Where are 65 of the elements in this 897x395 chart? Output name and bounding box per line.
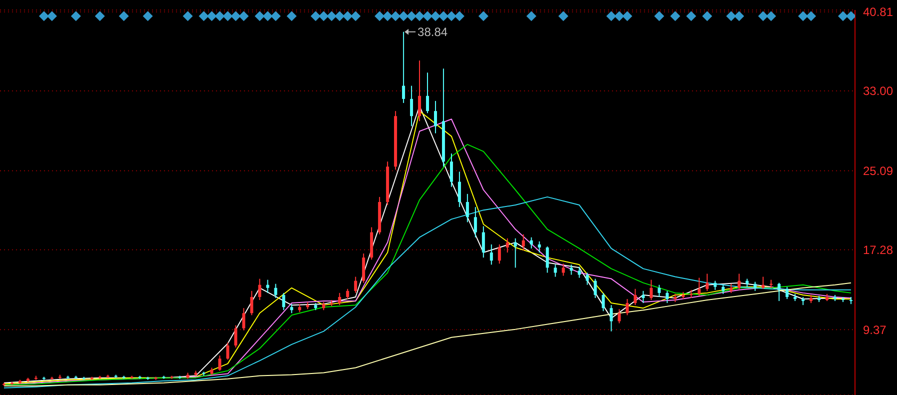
candlestick xyxy=(650,279,653,301)
candlestick xyxy=(514,238,517,268)
y-tick-label: 40.81 xyxy=(863,5,894,20)
candlestick xyxy=(714,280,717,290)
candlestick xyxy=(282,292,286,311)
candlestick xyxy=(466,193,469,223)
line-series xyxy=(3,282,852,386)
candlestick xyxy=(506,238,509,254)
y-tick-label: 9.37 xyxy=(863,322,887,337)
candlestick xyxy=(626,298,629,316)
candlestick xyxy=(562,263,565,276)
y-tick-label: 25.09 xyxy=(863,164,894,178)
candlestick xyxy=(554,264,557,278)
candlestick xyxy=(490,244,493,266)
y-tick-label: 33.00 xyxy=(863,84,894,98)
candlestick xyxy=(354,276,358,294)
candlestick xyxy=(426,72,429,114)
candlestick xyxy=(642,290,645,304)
candlestick xyxy=(450,152,453,188)
candlestick xyxy=(522,234,525,251)
candlestick xyxy=(338,292,342,306)
candlestick xyxy=(618,308,621,324)
candlestick xyxy=(578,266,581,278)
candlestick xyxy=(434,100,437,134)
candlestick xyxy=(482,226,485,258)
candlestick xyxy=(634,288,637,306)
candlestick xyxy=(218,355,222,372)
candlestick xyxy=(226,342,230,360)
line-series xyxy=(3,196,852,388)
candlestick xyxy=(754,281,757,292)
candlestick xyxy=(666,290,669,304)
candlestick xyxy=(498,244,501,264)
candlestick xyxy=(258,278,262,301)
candlestick xyxy=(730,283,733,294)
candlestick xyxy=(418,60,422,122)
candlestick xyxy=(458,171,461,208)
candlestick xyxy=(474,206,477,238)
candlestick xyxy=(362,253,366,284)
candlestick xyxy=(658,284,661,298)
candlestick xyxy=(610,304,613,332)
y-tick-label: 17.28 xyxy=(863,242,894,257)
candlestick xyxy=(530,236,533,249)
candlestick xyxy=(594,278,597,298)
candlestick xyxy=(778,282,781,302)
candlestick xyxy=(722,284,725,294)
candlestick xyxy=(762,276,765,290)
candlestick xyxy=(602,292,605,312)
candlestick xyxy=(786,286,789,300)
candlestick xyxy=(410,85,414,127)
candlestick xyxy=(274,283,278,298)
candlestick xyxy=(586,272,589,286)
candlestick xyxy=(402,31,406,104)
candlestick xyxy=(266,279,270,294)
candlestick xyxy=(290,304,294,314)
candlestick xyxy=(250,290,254,316)
candlestick xyxy=(698,277,701,296)
candlestick xyxy=(538,240,541,254)
candlestick xyxy=(242,308,246,331)
candlestick xyxy=(346,288,350,300)
candlestick xyxy=(546,246,549,274)
candlestick xyxy=(570,264,573,276)
candlestick xyxy=(234,324,238,348)
candlestick xyxy=(738,273,741,290)
candlestick xyxy=(706,273,709,292)
annotation: 38.84 xyxy=(418,24,448,39)
